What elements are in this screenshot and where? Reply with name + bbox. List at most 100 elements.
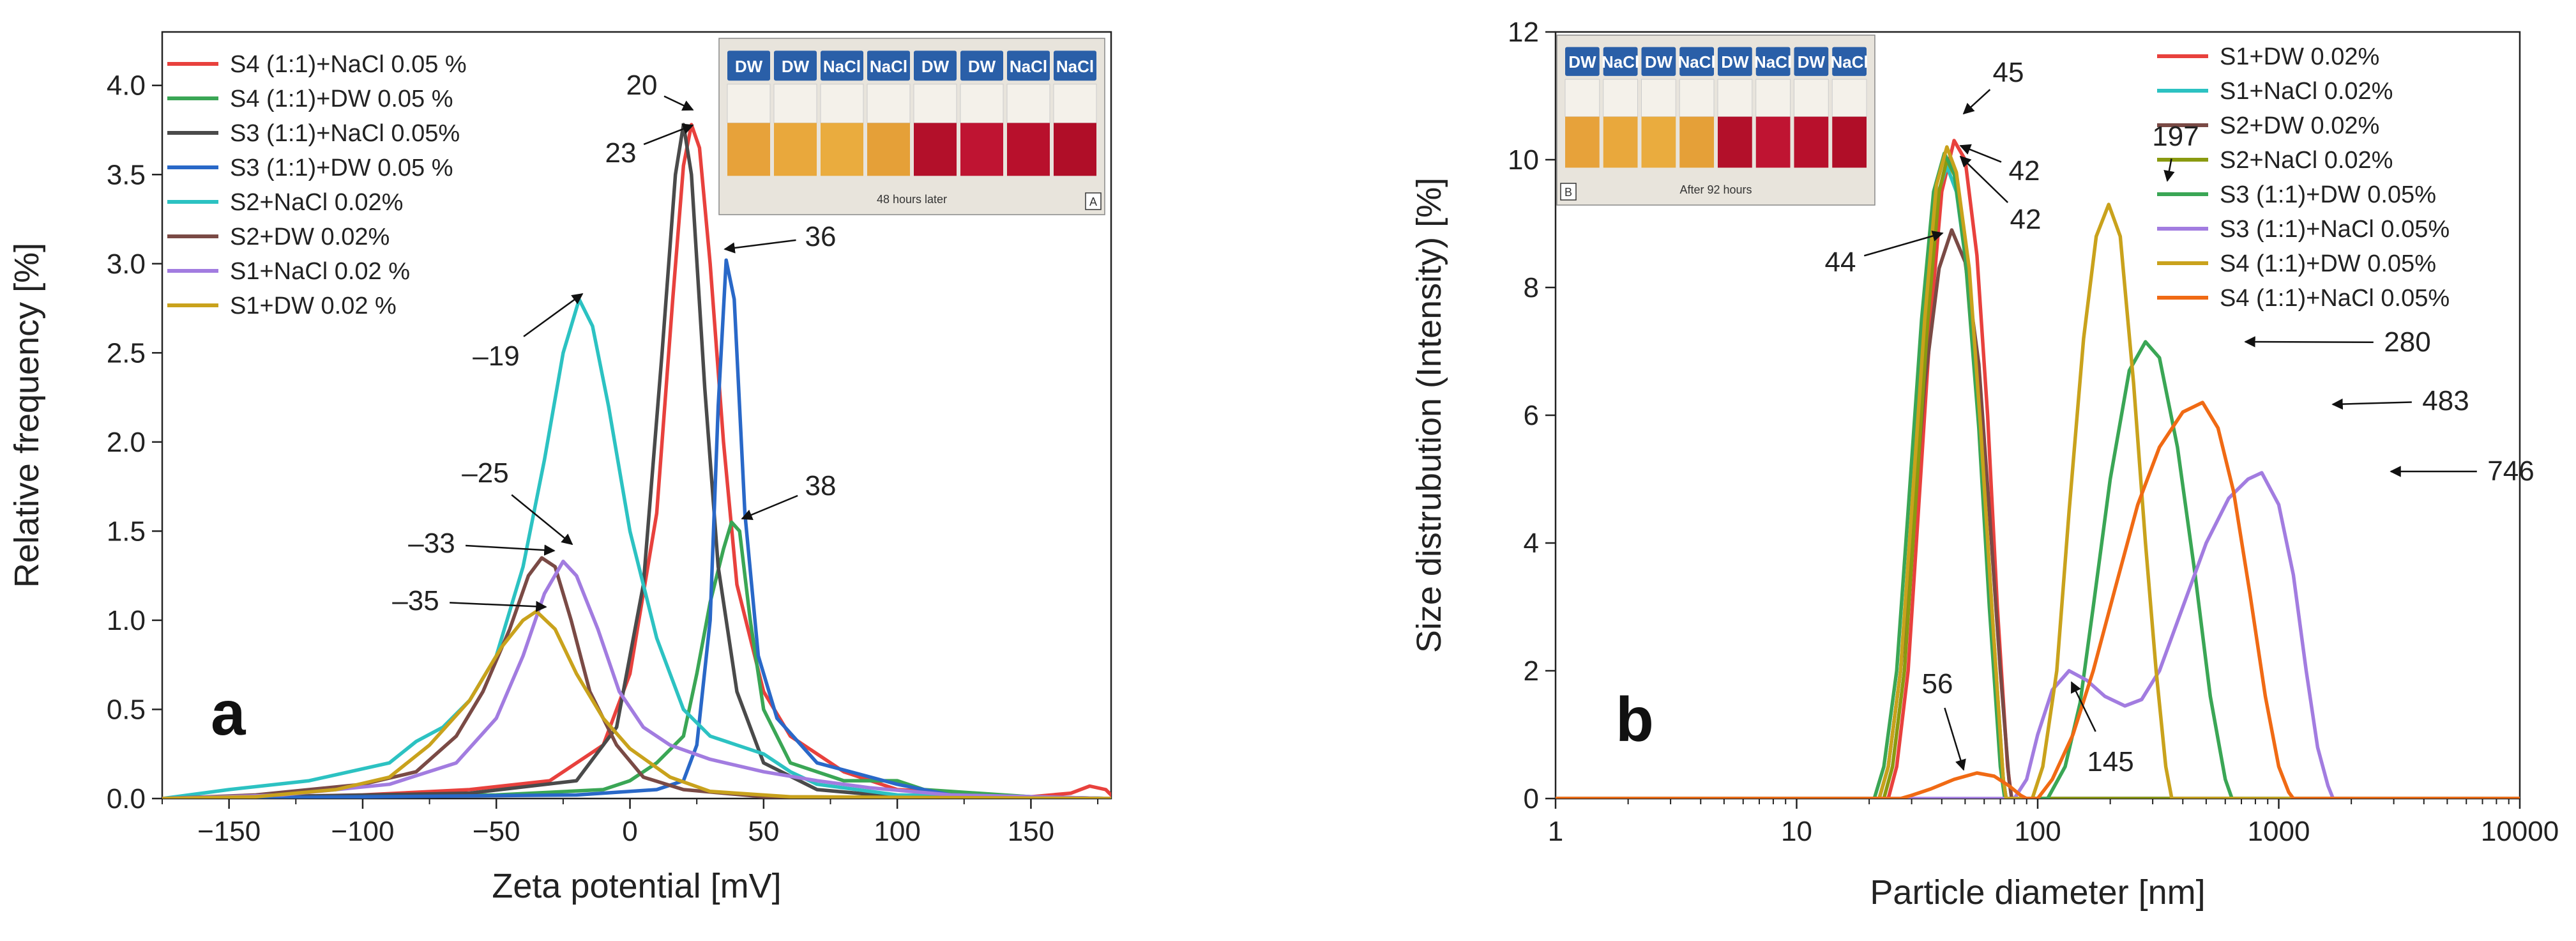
vial-cap: [1718, 47, 1752, 76]
x-tick-label: −100: [331, 816, 394, 847]
vial-cap: [1054, 50, 1096, 81]
annotation-label: 45: [1993, 57, 2024, 88]
y-tick-label: 1.5: [107, 516, 146, 547]
vial-cap: [1755, 47, 1791, 76]
x-tick-label: 50: [748, 816, 779, 847]
vial-cap-label: NaCl: [1831, 52, 1868, 72]
vial-cap: [914, 50, 957, 81]
annotation-arrow: [1959, 155, 2009, 203]
vial-cap-label: NaCl: [1010, 57, 1047, 76]
legend-label: S3 (1:1)+DW 0.05 %: [230, 155, 453, 181]
y-tick-label: 10: [1508, 144, 1539, 176]
legend-label: S4 (1:1)+DW 0.05%: [2220, 250, 2436, 277]
annotation-arrow: [2163, 158, 2175, 182]
vial-label-area: [1006, 84, 1050, 123]
x-tick-label: 100: [874, 816, 920, 847]
series-group: [1556, 139, 2520, 799]
vial-cap: [1832, 47, 1867, 76]
vial-label-area: [1679, 79, 1715, 118]
vial-cap: [1641, 47, 1676, 76]
vial-cap: [1007, 50, 1050, 81]
vial-cap: [960, 50, 1003, 81]
vial-liquid: [914, 123, 957, 176]
vial-label-area: [1831, 79, 1867, 118]
inset-photo: DW DW NaCl NaCl DW DW NaCl NaCl 48 hours later A: [718, 38, 1105, 215]
legend-label: S2+DW 0.02%: [2220, 112, 2379, 139]
vial-cap-label: NaCl: [870, 57, 907, 76]
x-tick-label: 150: [1008, 816, 1054, 847]
annotation-label: 44: [1825, 247, 1856, 278]
y-tick-label: 0: [1524, 783, 1539, 815]
annotation-label: 56: [1922, 668, 1953, 700]
annotation-label: –33: [408, 528, 455, 559]
y-tick-label: 2: [1524, 655, 1539, 687]
annotation-label: 483: [2422, 385, 2469, 417]
y-tick-label: 12: [1508, 17, 1539, 48]
annotation-label: 280: [2384, 326, 2430, 358]
annotation-arrow: [1944, 707, 1966, 771]
annotation-label: 746: [2487, 455, 2534, 487]
vial-cap: [1679, 47, 1714, 76]
annotation-arrow: [2331, 398, 2412, 410]
vial-cap-label: DW: [1645, 52, 1673, 72]
legend: S4 (1:1)+NaCl 0.05 % S4 (1:1)+DW 0.05 % S3…: [167, 51, 467, 319]
vial-label-area: [727, 84, 771, 123]
series-line-5: [162, 297, 1111, 799]
vial-cap-label: NaCl: [1678, 52, 1716, 72]
vial-liquid: [1603, 116, 1638, 168]
annotation-label: –35: [392, 585, 439, 616]
vial-cap-label: DW: [735, 57, 763, 76]
vial-cap-label: NaCl: [1602, 52, 1639, 72]
vial-liquid: [1755, 116, 1791, 168]
annotation-arrow: [724, 239, 796, 254]
series-line-8: [1556, 401, 2520, 799]
series-line-6: [162, 556, 1111, 799]
x-tick-label: 0: [622, 816, 637, 847]
x-tick-label: −150: [197, 816, 261, 847]
y-axis-title: Size distrubution (Intensity) [%]: [1410, 178, 1448, 653]
annotation-arrow: [511, 494, 573, 546]
series-line-3: [1556, 228, 2520, 799]
vial-liquid: [1832, 116, 1867, 168]
vial-cap-label: NaCl: [823, 57, 861, 76]
vial-cap: [1794, 47, 1829, 76]
annotation-arrow: [2070, 681, 2096, 732]
panel-letter: a: [211, 678, 246, 748]
annotation-arrow: [643, 123, 694, 146]
y-tick-label: 3.0: [107, 249, 146, 280]
vial-cap-label: DW: [1721, 52, 1749, 72]
x-tick-label: 10: [1781, 816, 1812, 847]
annotation-label: 23: [605, 137, 637, 169]
vial-liquid: [727, 123, 770, 176]
legend-label: S2+NaCl 0.02%: [230, 189, 403, 216]
vial-label-area: [1755, 79, 1791, 118]
x-tick-label: 1: [1548, 816, 1563, 847]
annotation-label: 197: [2152, 121, 2199, 152]
vial-liquid: [1007, 123, 1050, 176]
vial-cap-label: NaCl: [1754, 52, 1792, 72]
inset-corner-label: A: [1089, 195, 1097, 208]
legend-label: S4 (1:1)+NaCl 0.05%: [2220, 285, 2450, 312]
vial-label-area: [820, 84, 864, 123]
series-line-6: [1556, 471, 2520, 799]
vial-label-area: [1717, 79, 1753, 118]
legend-label: S2+NaCl 0.02%: [2220, 147, 2393, 174]
annotation-label: –25: [462, 457, 508, 489]
x-tick-label: −50: [473, 816, 520, 847]
legend-label: S3 (1:1)+NaCl 0.05%: [230, 120, 460, 147]
annotation-arrow: [741, 494, 798, 521]
panel-letter: b: [1616, 684, 1654, 754]
legend-label: S3 (1:1)+NaCl 0.05%: [2220, 216, 2450, 243]
annotation-arrow: [1863, 230, 1944, 257]
vial-liquid: [1054, 123, 1096, 176]
annotation-label: 42: [2009, 155, 2040, 187]
vial-liquid: [1565, 116, 1600, 168]
annotation-arrow: [466, 544, 556, 556]
annotation-label: 38: [805, 470, 837, 501]
inset-caption: 48 hours later: [877, 193, 947, 206]
x-tick-label: 1000: [2248, 816, 2310, 847]
y-tick-label: 3.5: [107, 159, 146, 190]
vial-cap: [1565, 47, 1600, 76]
